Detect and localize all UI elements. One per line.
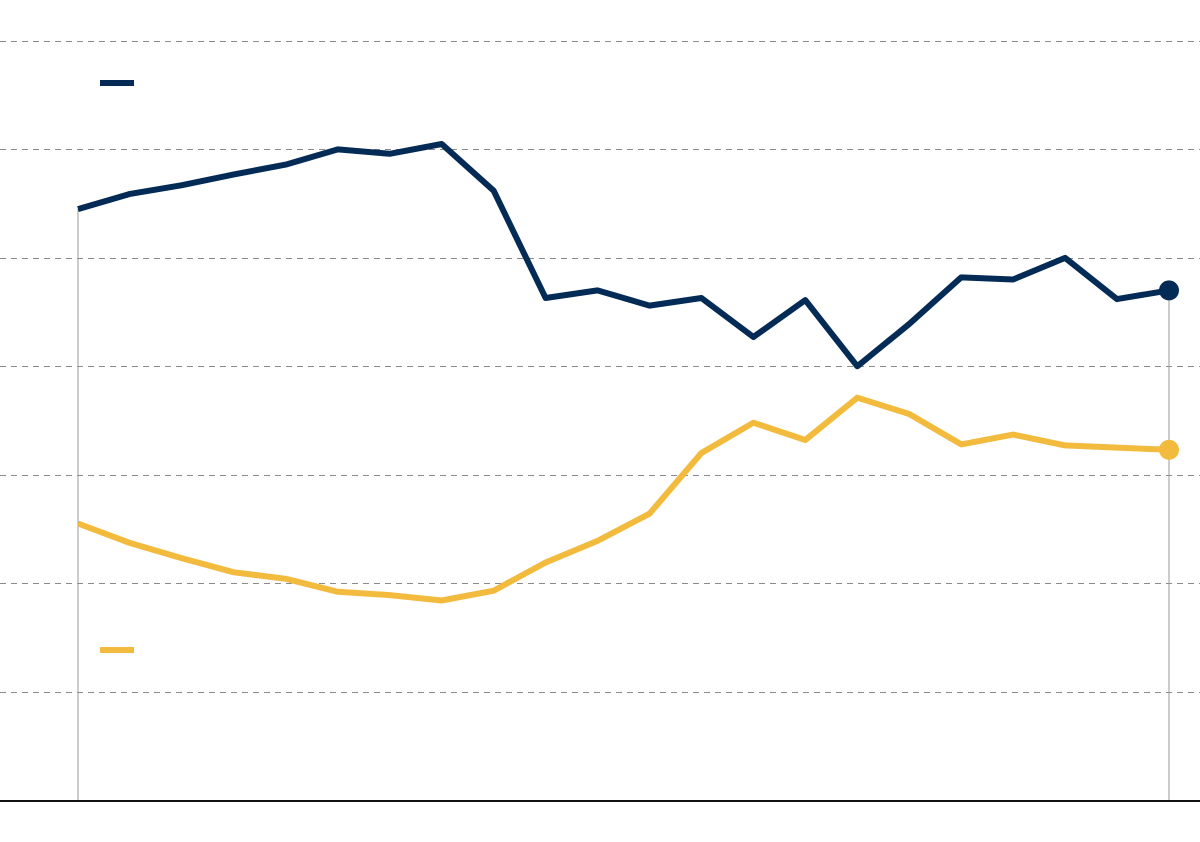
series-2-end-point: [1159, 439, 1179, 460]
gridlines: [0, 41, 1200, 693]
reference-lines: [77, 209, 1170, 800]
series-lines: [76, 141, 1170, 604]
series-1-end-point: [1159, 280, 1179, 301]
series-line-1: [77, 141, 1170, 370]
series-line-2: [76, 394, 1170, 604]
legend: [100, 80, 134, 653]
end-points: [1159, 280, 1179, 460]
